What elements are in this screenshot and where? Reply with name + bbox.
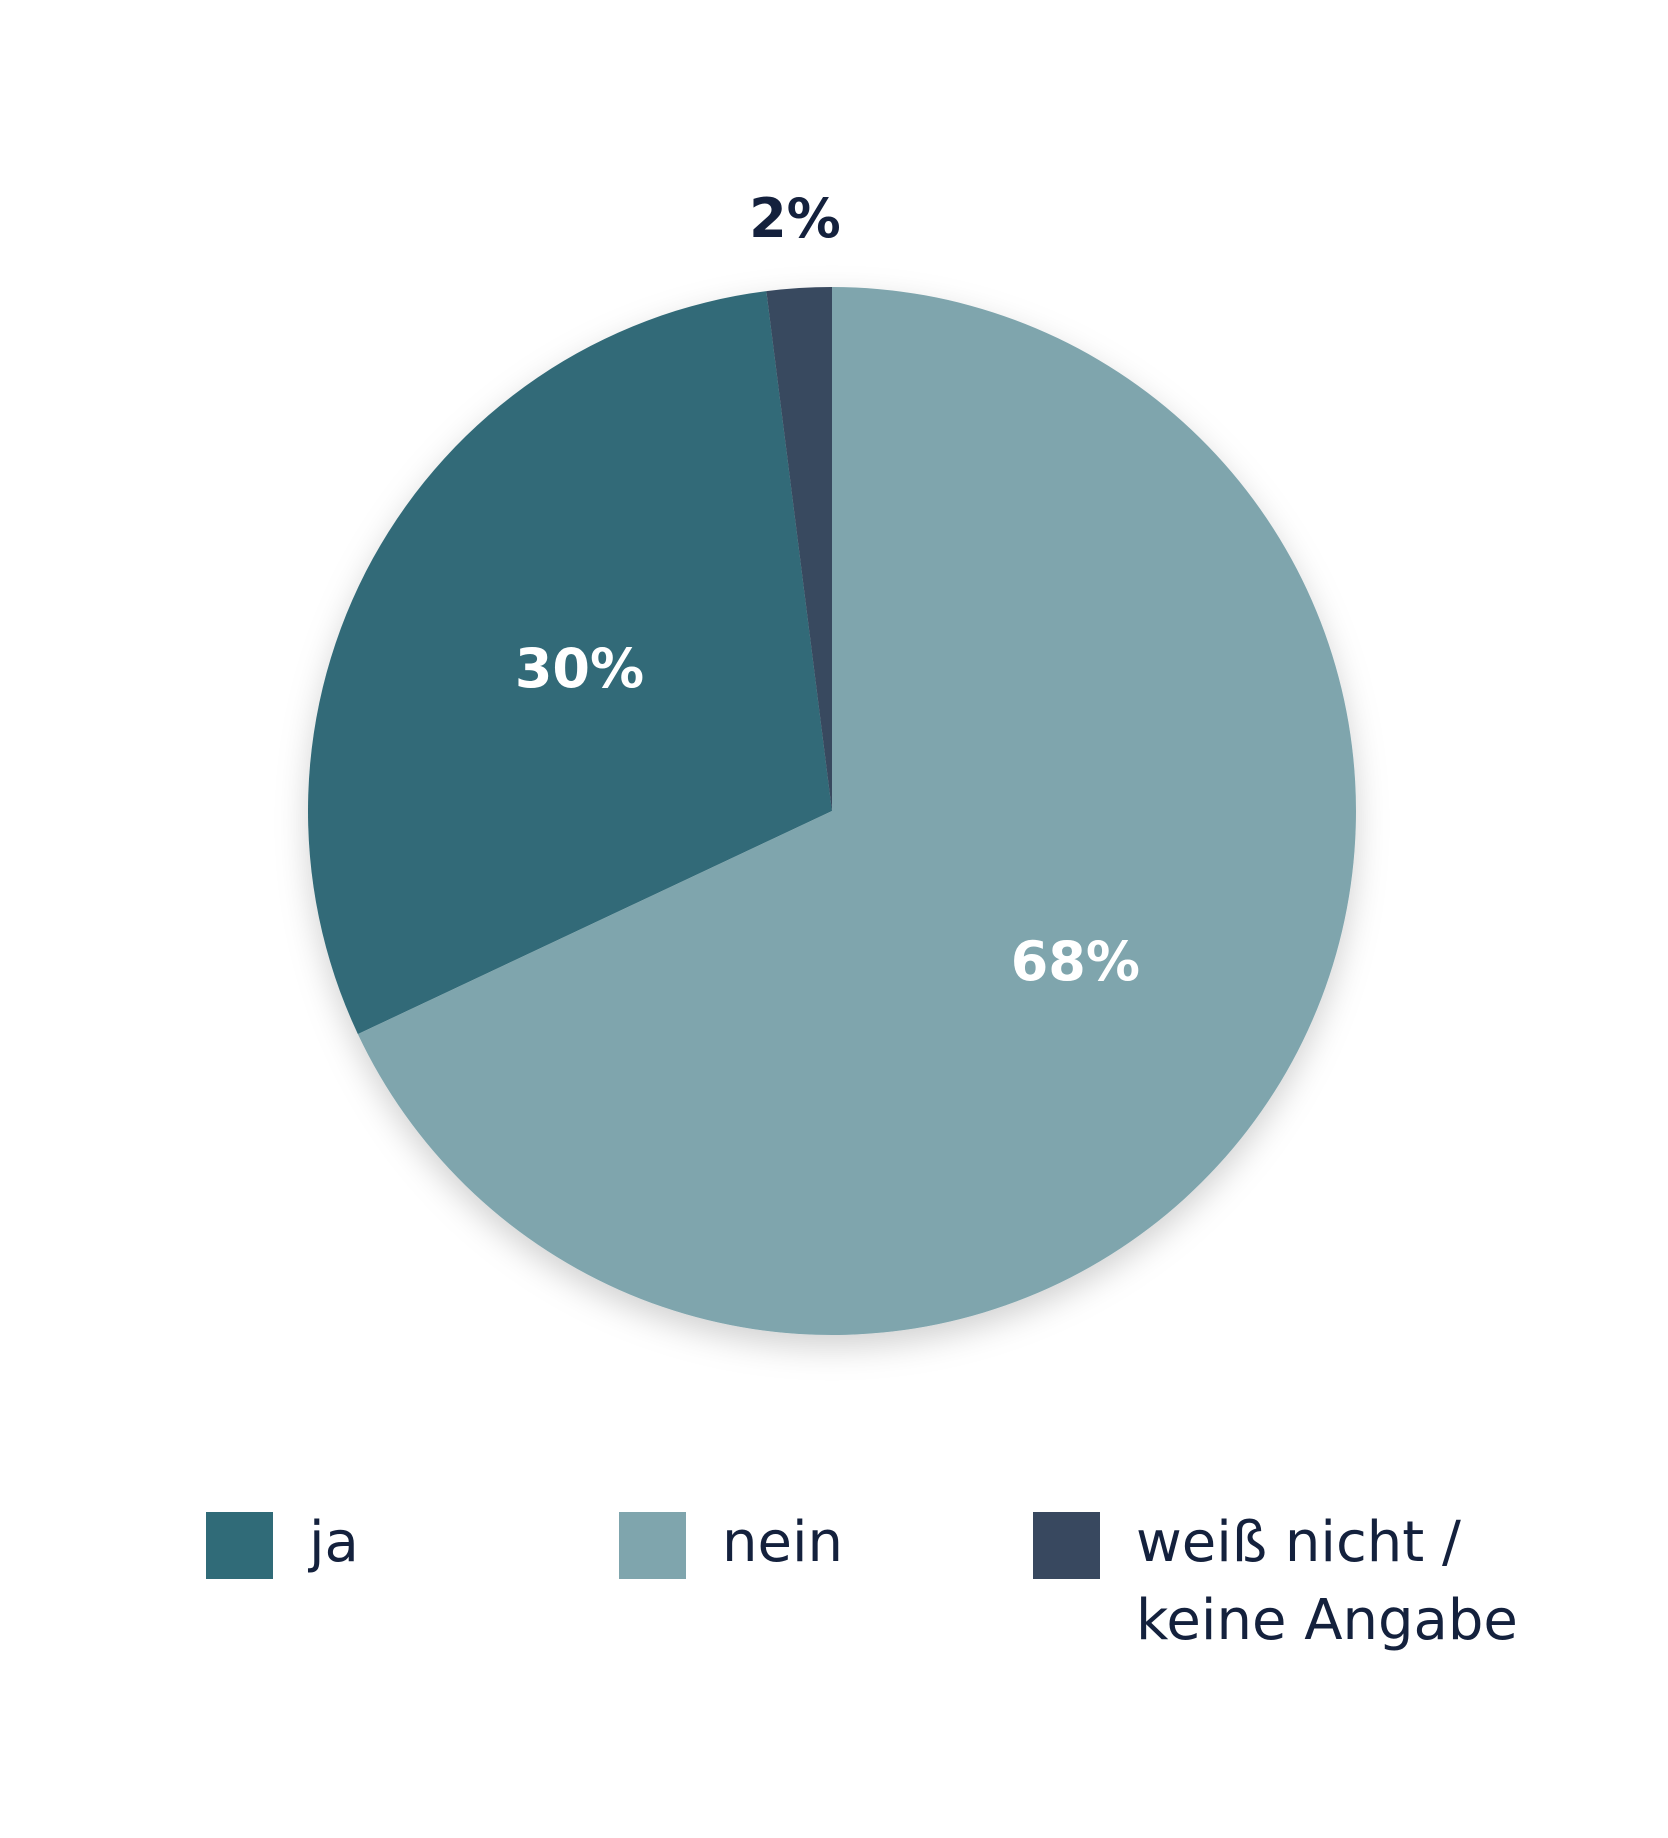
legend-item: ja [206, 1510, 749, 1582]
pie-slice [308, 291, 832, 1035]
legend-label: ja [309, 1510, 359, 1575]
legend-item: weiß nicht / keine Angabe [1033, 1510, 1576, 1660]
value-label: 68% [1011, 930, 1140, 993]
legend-label: weiß nicht / keine Angabe [1136, 1510, 1518, 1653]
pie-slice [766, 287, 832, 811]
value-label: 2% [749, 187, 841, 250]
value-label: 30% [515, 637, 644, 700]
chart: 30% 68% 2% [308, 187, 1357, 1335]
pie [308, 287, 1357, 1335]
legend-label: nein [722, 1510, 843, 1575]
legend-swatch [619, 1512, 686, 1579]
legend: ja nein weiß nicht / keine Angabe [0, 1510, 1668, 1712]
legend-swatch [206, 1512, 273, 1579]
pie-slice [357, 287, 1357, 1335]
legend-swatch [1033, 1512, 1100, 1579]
legend-item: nein [619, 1510, 1162, 1582]
